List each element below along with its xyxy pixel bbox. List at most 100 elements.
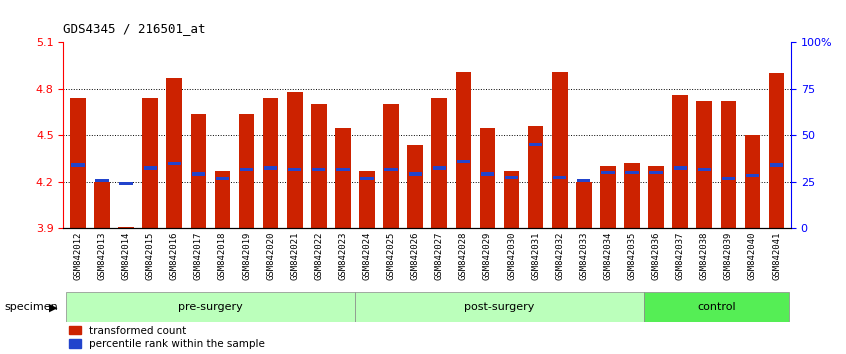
Text: GDS4345 / 216501_at: GDS4345 / 216501_at xyxy=(63,22,206,35)
Text: GSM842030: GSM842030 xyxy=(507,232,516,280)
Text: GSM842019: GSM842019 xyxy=(242,232,251,280)
Bar xyxy=(216,177,229,181)
Bar xyxy=(335,128,351,228)
Bar xyxy=(552,72,568,228)
Bar xyxy=(215,171,230,228)
Text: GSM842026: GSM842026 xyxy=(410,232,420,280)
Text: GSM842028: GSM842028 xyxy=(459,232,468,280)
Text: GSM842031: GSM842031 xyxy=(531,232,540,280)
Bar xyxy=(602,171,614,174)
Text: GSM842017: GSM842017 xyxy=(194,232,203,280)
Text: GSM842015: GSM842015 xyxy=(146,232,155,280)
Legend: transformed count, percentile rank within the sample: transformed count, percentile rank withi… xyxy=(69,326,266,349)
Text: GSM842021: GSM842021 xyxy=(290,232,299,280)
Bar xyxy=(673,95,688,228)
Bar xyxy=(577,179,591,182)
Bar xyxy=(96,179,108,182)
Bar xyxy=(480,128,495,228)
Bar xyxy=(383,104,399,228)
Text: GSM842041: GSM842041 xyxy=(772,232,781,280)
Bar xyxy=(625,171,639,174)
Bar xyxy=(696,101,712,228)
Bar xyxy=(119,182,133,185)
Text: GSM842025: GSM842025 xyxy=(387,232,396,280)
Bar xyxy=(481,172,494,176)
Bar xyxy=(576,182,591,228)
Bar xyxy=(624,163,640,228)
Text: GSM842040: GSM842040 xyxy=(748,232,757,280)
Text: GSM842037: GSM842037 xyxy=(676,232,684,280)
Text: GSM842032: GSM842032 xyxy=(555,232,564,280)
Text: GSM842024: GSM842024 xyxy=(362,232,371,280)
Bar xyxy=(360,171,375,228)
Text: pre-surgery: pre-surgery xyxy=(178,302,243,312)
Bar xyxy=(360,177,374,181)
Text: GSM842035: GSM842035 xyxy=(628,232,636,280)
Bar xyxy=(529,143,542,147)
Text: GSM842034: GSM842034 xyxy=(603,232,613,280)
Bar xyxy=(698,168,711,171)
Bar xyxy=(71,163,85,166)
Bar xyxy=(503,171,519,228)
Bar xyxy=(721,101,736,228)
Bar xyxy=(142,98,158,228)
Bar xyxy=(648,166,664,228)
Bar xyxy=(190,114,206,228)
Bar xyxy=(650,171,662,174)
Bar xyxy=(673,166,687,170)
Bar xyxy=(118,227,134,228)
Text: ▶: ▶ xyxy=(49,302,58,312)
Bar xyxy=(312,168,326,171)
Bar xyxy=(409,172,422,176)
Text: GSM842013: GSM842013 xyxy=(97,232,107,280)
Bar xyxy=(144,166,157,170)
Text: GSM842012: GSM842012 xyxy=(74,232,82,280)
Text: specimen: specimen xyxy=(4,302,58,312)
Bar xyxy=(336,168,349,171)
Text: GSM842027: GSM842027 xyxy=(435,232,444,280)
Bar xyxy=(431,98,447,228)
Bar xyxy=(770,163,783,166)
Bar xyxy=(600,166,616,228)
Bar xyxy=(94,182,110,228)
Bar xyxy=(384,168,398,171)
Text: post-surgery: post-surgery xyxy=(464,302,535,312)
Bar xyxy=(355,292,644,322)
Bar xyxy=(457,160,470,164)
Bar xyxy=(722,177,735,181)
Text: GSM842018: GSM842018 xyxy=(218,232,227,280)
Bar xyxy=(746,174,759,177)
Bar xyxy=(528,126,543,228)
Text: GSM842022: GSM842022 xyxy=(315,232,323,280)
Bar xyxy=(311,104,327,228)
Text: GSM842039: GSM842039 xyxy=(724,232,733,280)
Bar xyxy=(287,92,303,228)
Bar xyxy=(455,72,471,228)
Bar xyxy=(263,98,278,228)
Bar xyxy=(744,136,761,228)
Bar xyxy=(240,168,253,171)
Text: GSM842016: GSM842016 xyxy=(170,232,179,280)
Bar xyxy=(288,168,301,171)
Bar xyxy=(769,73,784,228)
Text: GSM842014: GSM842014 xyxy=(122,232,130,280)
Bar xyxy=(70,98,85,228)
Bar xyxy=(644,292,788,322)
Text: GSM842038: GSM842038 xyxy=(700,232,709,280)
Bar xyxy=(505,176,519,179)
Bar xyxy=(239,114,255,228)
Bar xyxy=(432,166,446,170)
Bar xyxy=(553,176,566,179)
Text: GSM842036: GSM842036 xyxy=(651,232,661,280)
Text: control: control xyxy=(697,302,736,312)
Bar xyxy=(167,78,182,228)
Bar xyxy=(408,145,423,228)
Text: GSM842020: GSM842020 xyxy=(266,232,275,280)
Bar xyxy=(192,172,205,176)
Bar xyxy=(168,161,181,165)
Text: GSM842033: GSM842033 xyxy=(580,232,588,280)
Bar xyxy=(66,292,355,322)
Bar xyxy=(264,166,277,170)
Text: GSM842023: GSM842023 xyxy=(338,232,348,280)
Text: GSM842029: GSM842029 xyxy=(483,232,492,280)
